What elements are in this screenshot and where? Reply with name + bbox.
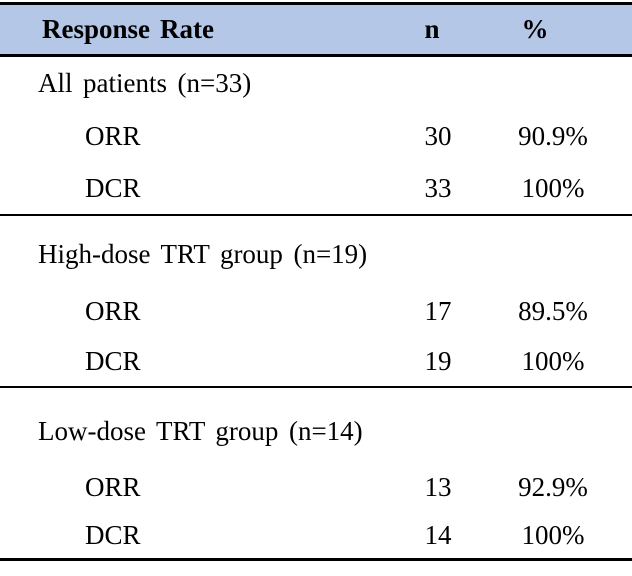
n-cell: 33: [388, 162, 488, 216]
section-high-dose: High-dose TRT group (n=19) ORR 17 89.5% …: [0, 215, 632, 388]
n-cell: 19: [388, 337, 488, 388]
table-container: Response Rate n % All patients (n=33) OR…: [0, 2, 632, 561]
measure-cell: ORR: [85, 295, 141, 326]
table-row: ORR 13 92.9%: [0, 461, 632, 514]
n-cell: 30: [424, 121, 452, 151]
measure-cell: DCR: [0, 337, 388, 388]
header-row: Response Rate n %: [0, 2, 632, 57]
section-label-row: High-dose TRT group (n=19): [0, 215, 632, 285]
response-rate-table: Response Rate n % All patients (n=33) OR…: [0, 2, 632, 561]
section-all-patients: All patients (n=33) ORR 30 90.9% DCR 33 …: [0, 56, 632, 216]
measure-cell: DCR: [0, 513, 388, 561]
column-header-percent: %: [488, 2, 632, 57]
percent-cell: 92.9%: [518, 471, 588, 502]
table-row: ORR 17 89.5%: [0, 285, 632, 338]
section-label: All patients (n=33): [38, 68, 252, 99]
n-cell: 17: [424, 295, 452, 326]
column-header-response-rate: Response Rate: [0, 2, 388, 57]
section-label: High-dose TRT group (n=19): [38, 238, 368, 269]
table-row: ORR 30 90.9%: [0, 111, 632, 163]
percent-cell: 90.9%: [518, 121, 588, 151]
section-label-row: All patients (n=33): [0, 56, 632, 111]
table-row: DCR 14 100%: [0, 513, 632, 561]
percent-cell: 100%: [488, 162, 632, 216]
section-low-dose: Low-dose TRT group (n=14) ORR 13 92.9% D…: [0, 387, 632, 561]
n-cell: 13: [424, 471, 452, 502]
percent-cell: 100%: [488, 513, 632, 561]
column-header-n: n: [388, 2, 488, 57]
table-row: DCR 19 100%: [0, 337, 632, 388]
section-label-row: Low-dose TRT group (n=14): [0, 387, 632, 461]
percent-cell: 100%: [488, 337, 632, 388]
measure-cell: DCR: [0, 162, 388, 216]
measure-cell: ORR: [85, 121, 141, 151]
n-cell: 14: [388, 513, 488, 561]
table-header: Response Rate n %: [0, 2, 632, 57]
section-label: Low-dose TRT group (n=14): [38, 415, 363, 446]
measure-cell: ORR: [85, 471, 141, 502]
table-row: DCR 33 100%: [0, 162, 632, 216]
percent-cell: 89.5%: [518, 295, 588, 326]
